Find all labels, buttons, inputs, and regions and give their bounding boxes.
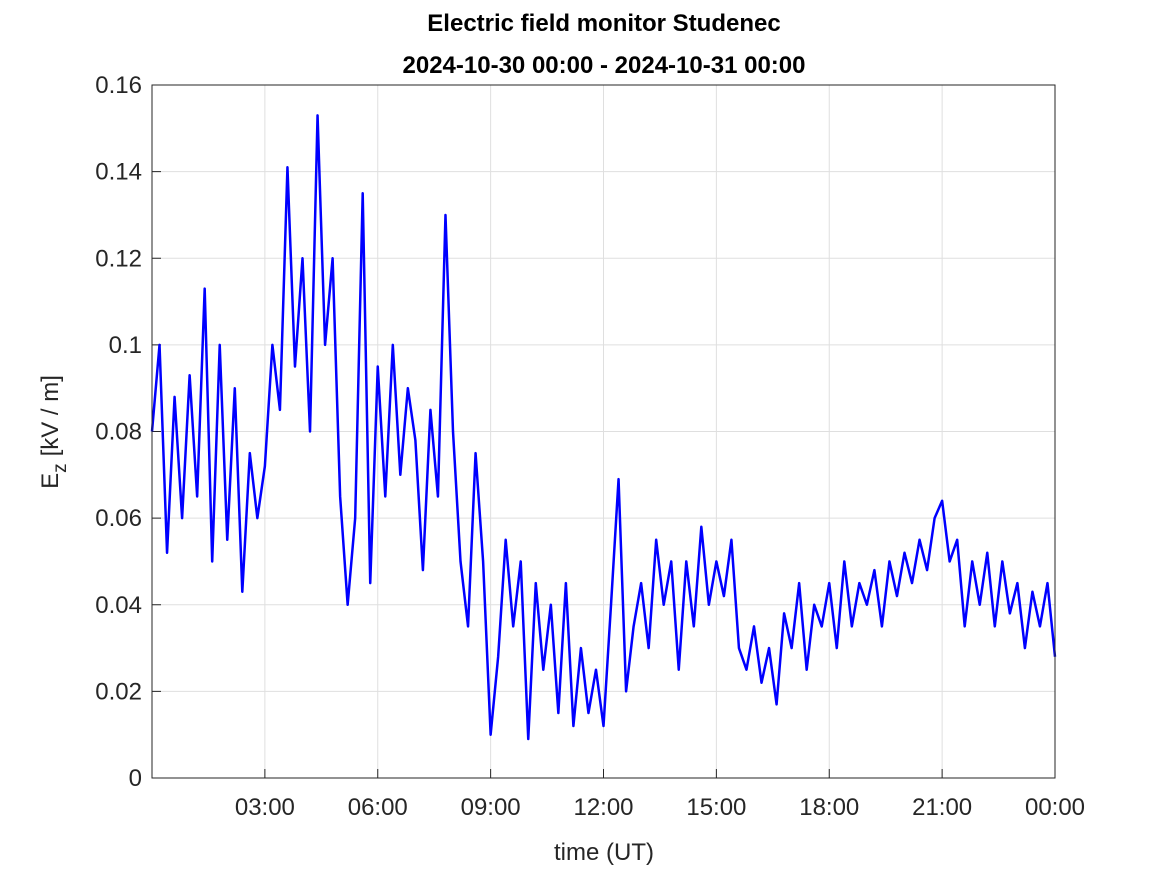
chart-subtitle: 2024-10-30 00:00 - 2024-10-31 00:00 (403, 52, 806, 79)
x-tick-label: 18:00 (799, 794, 859, 821)
x-tick-label: 00:00 (1025, 794, 1085, 821)
x-tick-label: 06:00 (348, 794, 408, 821)
plot-frame (151, 84, 1056, 779)
chart-title: Electric field monitor Studenec (427, 10, 780, 37)
x-tick-label: 15:00 (686, 794, 746, 821)
y-tick-label: 0.08 (95, 419, 142, 446)
x-tick-label: 12:00 (573, 794, 633, 821)
y-tick-label: 0.06 (95, 505, 142, 532)
x-tick-label: 21:00 (912, 794, 972, 821)
y-label-subscript: z (50, 463, 71, 473)
x-tick-label: 09:00 (461, 794, 521, 821)
y-tick-label: 0 (129, 765, 142, 792)
data-line (150, 114, 1057, 741)
y-tick-label: 0.02 (95, 678, 142, 705)
y-axis-label: Ez [kV / m] (37, 375, 71, 489)
y-tick-label: 0.16 (95, 72, 142, 99)
x-axis-label: time (UT) (554, 839, 654, 866)
x-tick-label: 03:00 (235, 794, 295, 821)
y-label-rest: [kV / m] (37, 375, 64, 456)
y-label-base: E (37, 473, 64, 489)
y-tick-label: 0.04 (95, 592, 142, 619)
y-tick-label: 0.12 (95, 245, 142, 272)
y-tick-label: 0.1 (109, 332, 142, 359)
y-tick-label: 0.14 (95, 159, 142, 186)
